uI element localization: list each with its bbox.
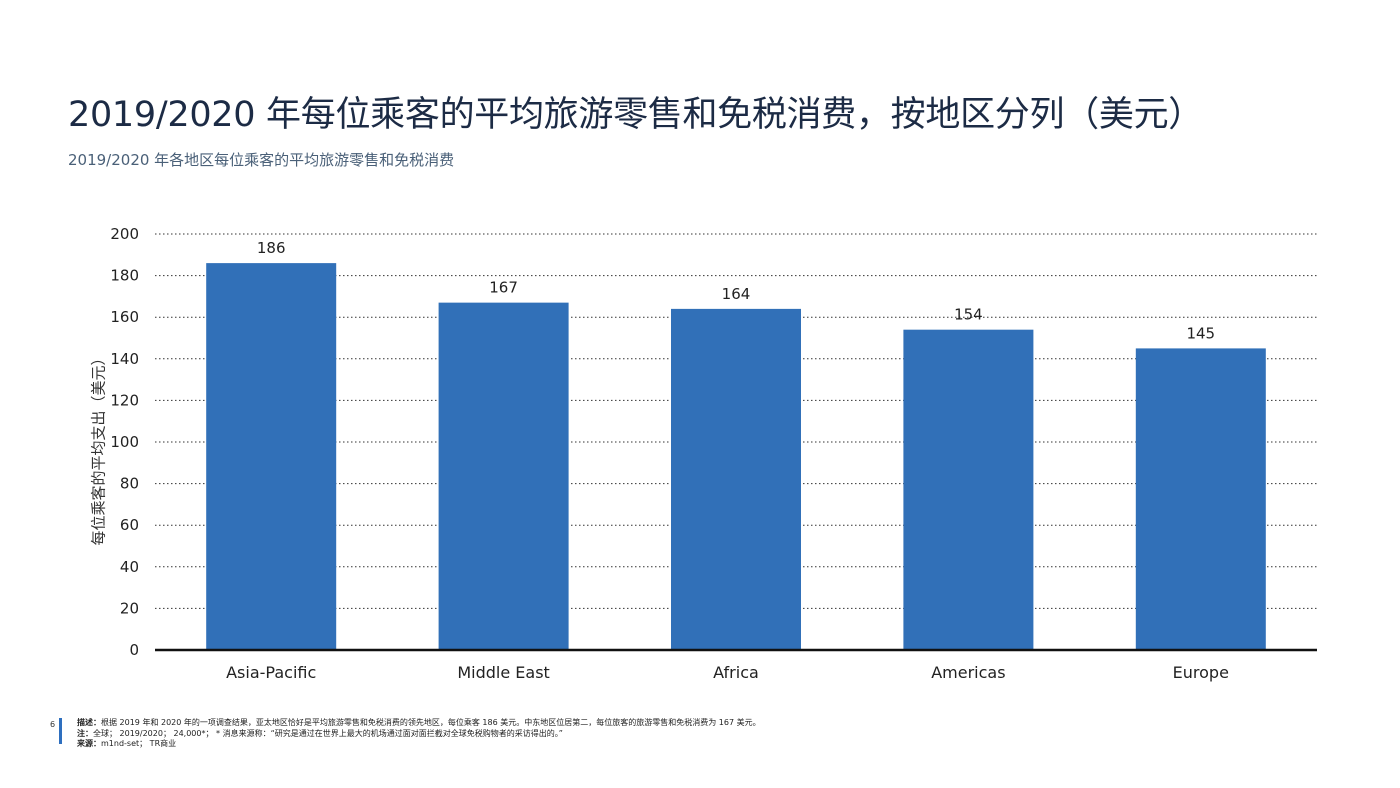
y-axis-label: 每位乘客的平均支出（美元） [89, 350, 108, 546]
data-label: 186 [257, 239, 286, 257]
x-tick-label: Americas [931, 663, 1005, 682]
x-tick-label: Asia-Pacific [226, 663, 316, 682]
bar [903, 329, 1034, 650]
y-tick-label: 80 [120, 475, 139, 493]
data-label: 167 [489, 279, 518, 297]
data-label: 164 [722, 285, 751, 303]
y-tick-label: 40 [120, 558, 139, 576]
page-number: 6 [50, 720, 56, 729]
data-label: 145 [1186, 324, 1215, 342]
footer-description: 描述：根据 2019 年和 2020 年的一项调查结果，亚太地区恰好是平均旅游零… [77, 718, 761, 727]
x-tick-label: Middle East [457, 663, 549, 682]
y-tick-label: 140 [110, 350, 139, 368]
footer-source: 来源：m1nd-set； TR商业 [77, 739, 177, 748]
data-label: 154 [954, 306, 983, 324]
bar-chart: 0 20 40 60 80 100 120 140 160 180 200 186 Asia-Pacif… [110, 225, 1317, 682]
page-subtitle: 2019/2020 年各地区每位乘客的平均旅游零售和免税消费 [68, 151, 455, 169]
y-tick-label: 20 [120, 599, 139, 617]
bar [206, 263, 337, 650]
y-tick-label: 120 [110, 391, 139, 409]
page-title: 2019/2020 年每位乘客的平均旅游零售和免税消费，按地区分列（美元） [68, 95, 1203, 135]
y-tick-label: 200 [110, 225, 139, 243]
x-tick-label: Africa [713, 663, 759, 682]
footer-notes: 描述：根据 2019 年和 2020 年的一项调查结果，亚太地区恰好是平均旅游零… [77, 718, 977, 750]
x-tick-label: Europe [1173, 663, 1229, 682]
bar [671, 308, 801, 650]
y-tick-label: 180 [110, 267, 139, 285]
footer-accent-bar [59, 718, 62, 744]
footer-note: 注：全球； 2019/2020； 24,000*； * 消息来源称：“研究是通过… [77, 728, 563, 738]
bar [438, 302, 569, 650]
y-tick-label: 0 [129, 641, 139, 659]
y-tick-label: 160 [110, 308, 139, 326]
y-tick-label: 100 [110, 433, 139, 451]
y-tick-label: 60 [120, 516, 139, 534]
bar [1135, 348, 1266, 650]
